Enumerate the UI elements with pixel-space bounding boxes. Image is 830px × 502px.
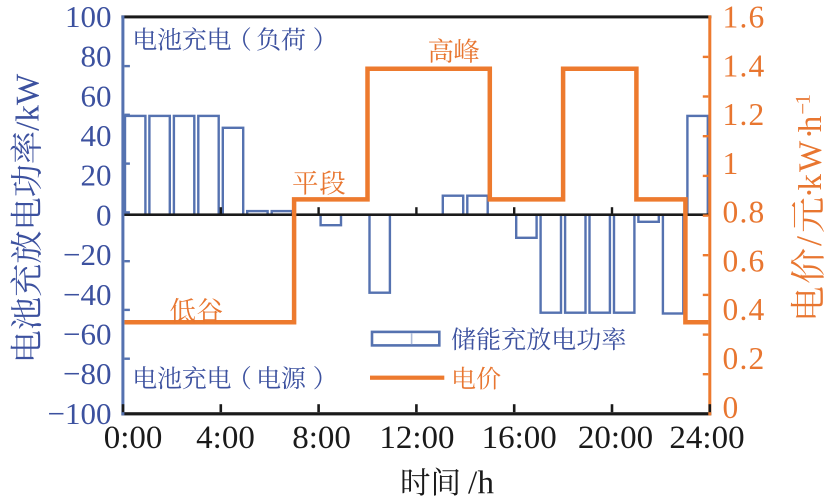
svg-text:1.4: 1.4 [723, 48, 766, 83]
svg-text:0: 0 [96, 197, 112, 232]
svg-text:1.2: 1.2 [723, 97, 766, 132]
svg-text:0.8: 0.8 [723, 195, 766, 230]
svg-text:16:00: 16:00 [482, 420, 557, 456]
svg-text:0.2: 0.2 [723, 341, 766, 376]
svg-text:0: 0 [723, 390, 740, 425]
svg-text:12:00: 12:00 [379, 420, 454, 456]
svg-text:−100: −100 [48, 396, 112, 431]
svg-text:24:00: 24:00 [669, 420, 744, 456]
svg-text:60: 60 [81, 78, 112, 113]
svg-text:100: 100 [65, 0, 112, 34]
svg-text:1.6: 1.6 [723, 0, 766, 35]
svg-text:40: 40 [81, 118, 112, 153]
svg-text:20: 20 [81, 158, 112, 193]
svg-text:1: 1 [723, 146, 740, 181]
svg-text:20:00: 20:00 [578, 420, 653, 456]
svg-text:−80: −80 [63, 356, 111, 391]
svg-text:−60: −60 [63, 317, 111, 352]
svg-text:−40: −40 [63, 277, 111, 312]
svg-text:0.6: 0.6 [723, 244, 766, 279]
svg-text:−20: −20 [63, 237, 111, 272]
svg-text:0:00: 0:00 [104, 420, 163, 456]
svg-text:8:00: 8:00 [292, 420, 351, 456]
svg-text:0.4: 0.4 [723, 292, 766, 327]
svg-text:4:00: 4:00 [196, 420, 255, 456]
svg-text:80: 80 [81, 39, 112, 74]
